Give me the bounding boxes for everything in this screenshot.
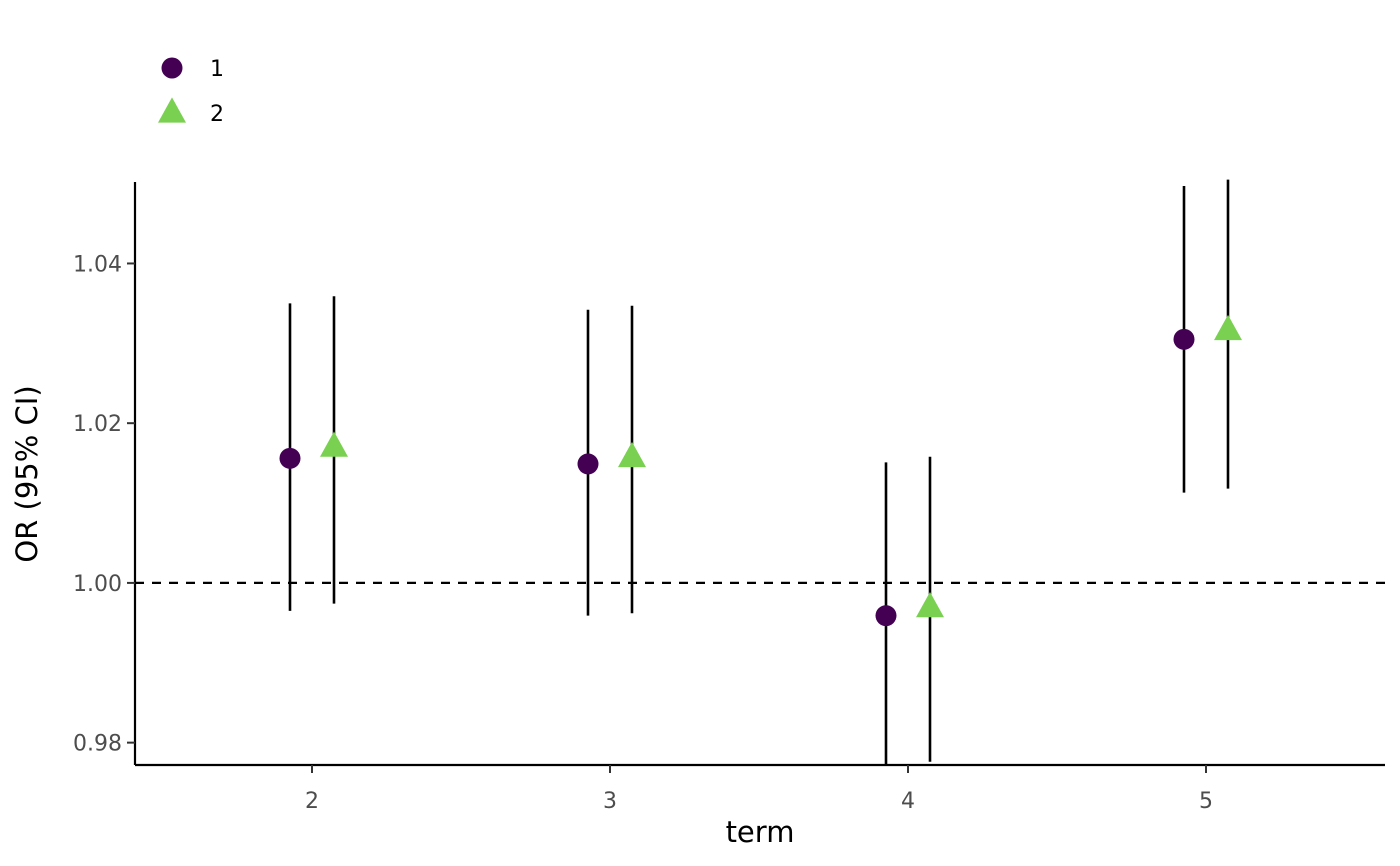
y-tick-label: 1.02	[73, 412, 122, 437]
data-point-series-2	[1214, 314, 1242, 341]
y-tick-label: 0.98	[73, 732, 122, 757]
x-tick-label: 3	[603, 789, 617, 814]
data-point-series-1	[875, 605, 897, 627]
plot-area	[135, 179, 1385, 765]
axes: 0.98 1.00 1.02 1.04 2 3 4 5	[73, 182, 1385, 814]
legend-label: 1	[210, 57, 224, 82]
x-tick-label: 4	[901, 789, 915, 814]
legend: 12	[158, 57, 224, 127]
x-tick-label: 5	[1199, 789, 1213, 814]
data-point-series-2	[320, 431, 348, 457]
data-point-series-2	[916, 592, 944, 618]
y-tick-label: 1.00	[73, 572, 122, 597]
data-point-series-1	[279, 447, 301, 469]
legend-key-circle	[161, 57, 183, 79]
x-tick-label: 2	[305, 789, 319, 814]
data-point-series-2	[618, 441, 646, 468]
data-point-series-1	[577, 453, 599, 475]
y-tick-label: 1.04	[73, 252, 122, 277]
legend-key-triangle	[158, 97, 186, 123]
y-axis-title: OR (95% CI)	[10, 385, 44, 562]
x-axis-title: term	[726, 815, 795, 849]
data-point-series-1	[1173, 328, 1195, 350]
legend-label: 2	[210, 102, 224, 127]
